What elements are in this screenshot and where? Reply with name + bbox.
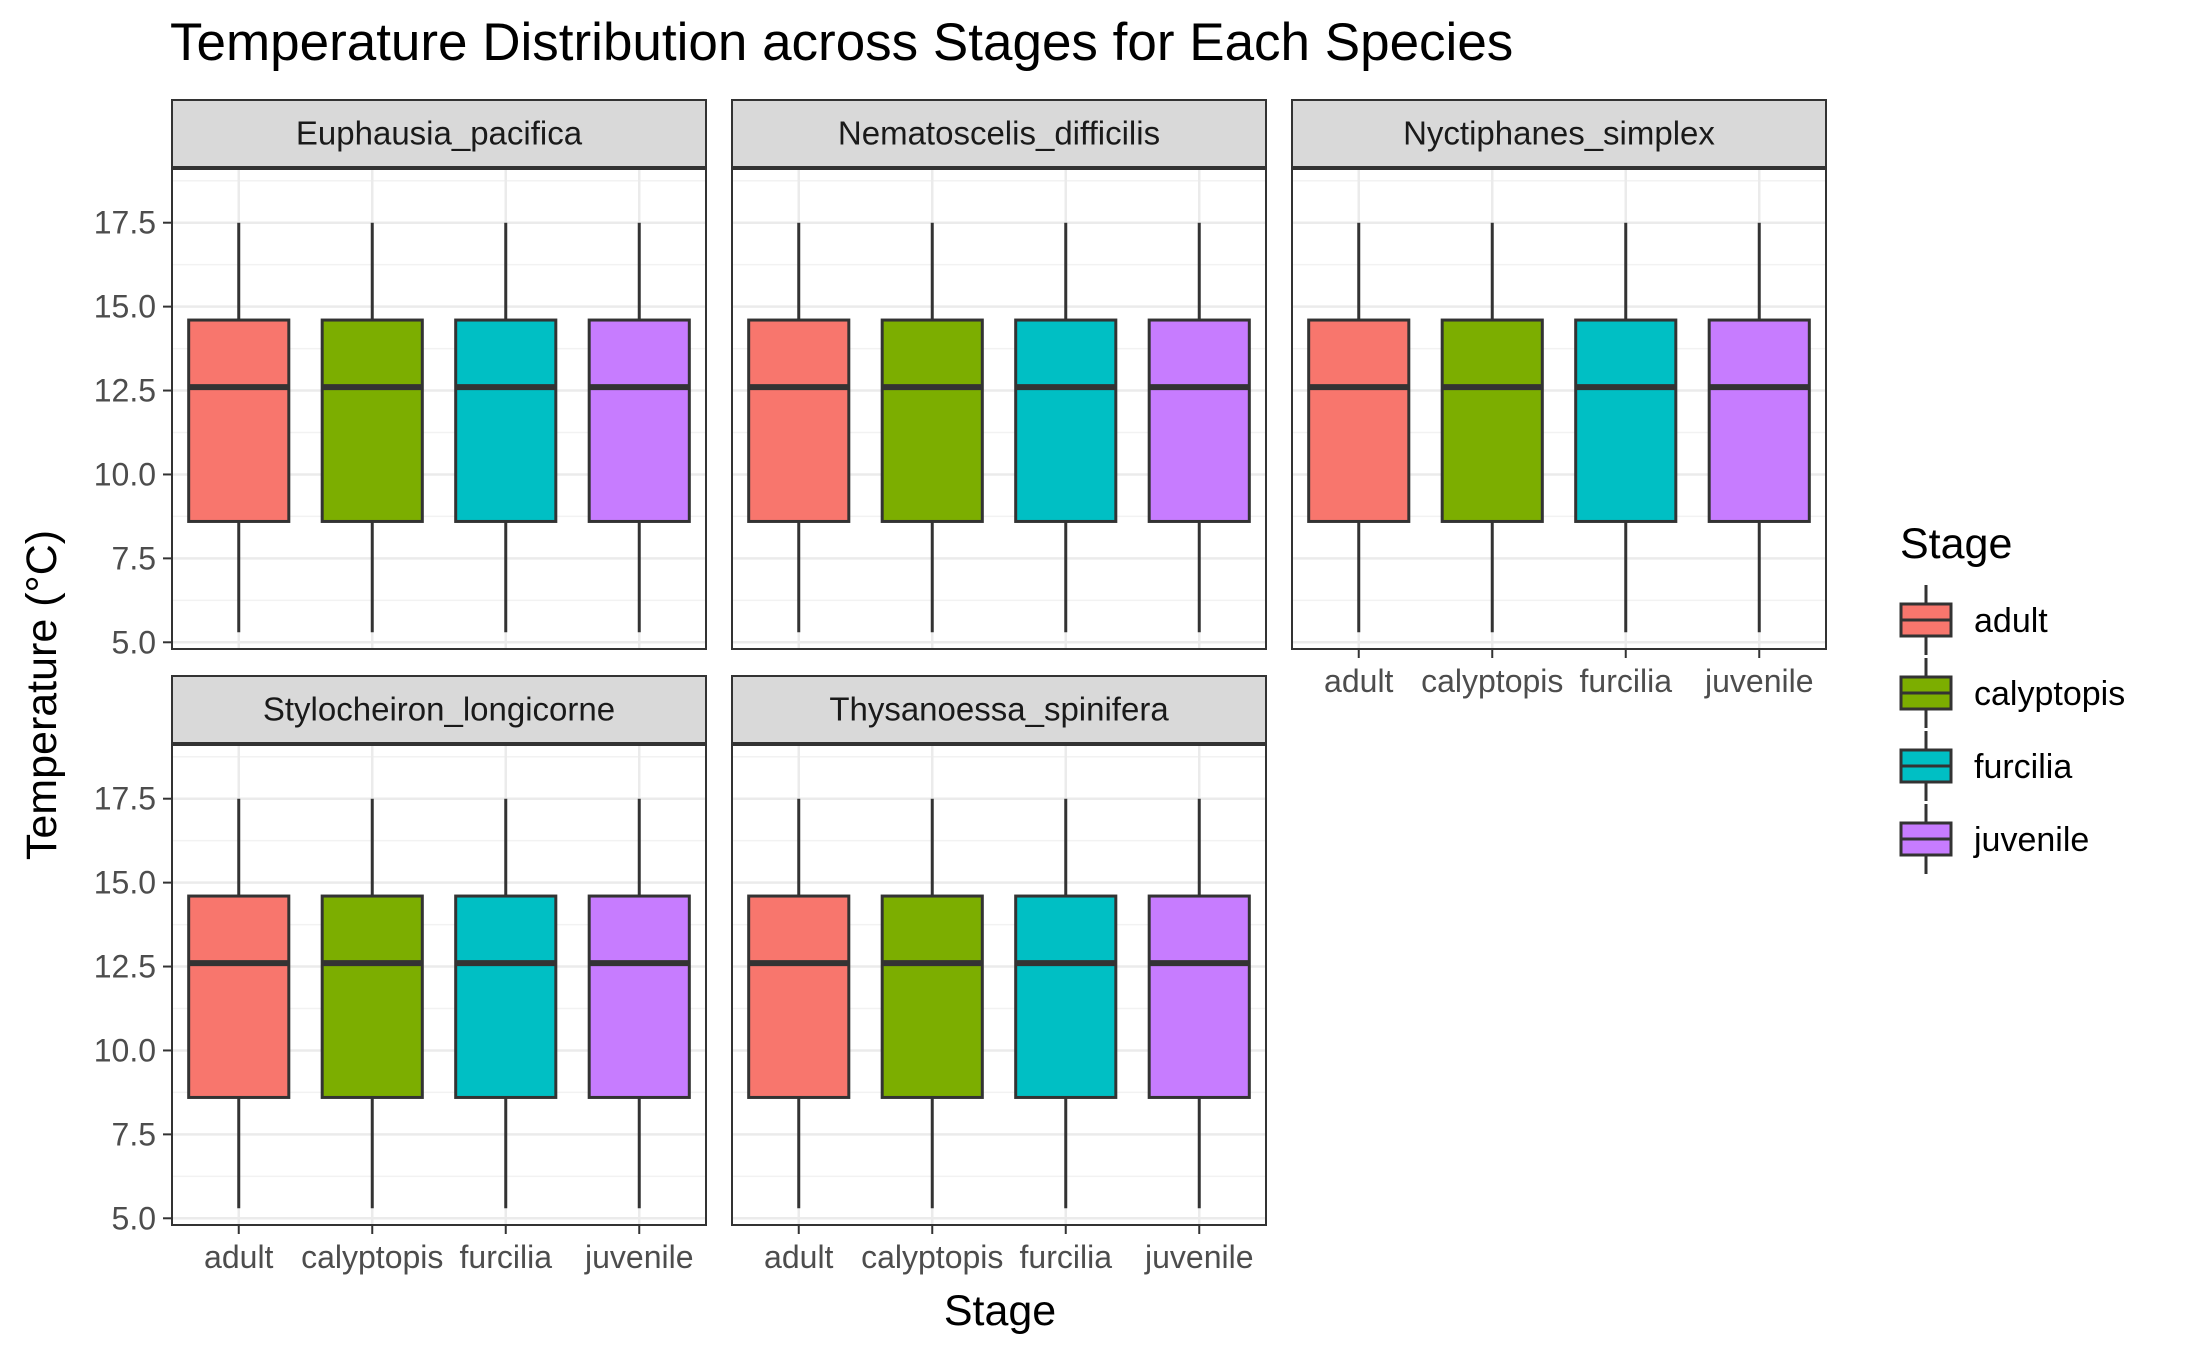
y-tick-label: 7.5 (112, 1116, 156, 1152)
x-tick-label: adult (1324, 663, 1394, 699)
legend-title: Stage (1900, 520, 2012, 568)
box-body (587, 318, 691, 523)
box-calyptopis (320, 798, 424, 1209)
box-body (1707, 318, 1811, 523)
y-tick-label: 10.0 (94, 1032, 156, 1068)
box-body (880, 318, 984, 523)
box-body (454, 894, 558, 1099)
legend-item-adult: adult (1899, 585, 2048, 655)
x-tick-label: calyptopis (861, 1239, 1003, 1275)
x-tick-label: calyptopis (1421, 663, 1563, 699)
box-juvenile (587, 798, 691, 1209)
x-tick-label: furcilia (1580, 663, 1673, 699)
box-adult (187, 798, 291, 1209)
x-tick-label: juvenile (1144, 1239, 1254, 1275)
box-body (1147, 894, 1251, 1099)
facet-panel-euphausia-pacifica: Euphausia_pacifica 5.0 7.5 10.0 12.5 15.0 17.5 (94, 99, 707, 660)
legend-item-furcilia: furcilia (1899, 731, 2072, 801)
facet-strip-label: Stylocheiron_longicorne (263, 691, 615, 728)
chart-title: Temperature Distribution across Stages f… (170, 13, 1513, 72)
box-calyptopis (320, 222, 424, 633)
x-tick-label: calyptopis (301, 1239, 443, 1275)
box-body (587, 894, 691, 1099)
panel-border (1291, 168, 1827, 650)
legend-label: juvenile (1973, 821, 2089, 859)
facet-strip-label: Nematoscelis_difficilis (838, 115, 1160, 152)
facet-panel-nematoscelis-difficilis: Nematoscelis_difficilis (731, 99, 1267, 650)
facet-strip (171, 675, 707, 744)
box-body (880, 894, 984, 1099)
facet-strip-label: Nyctiphanes_simplex (1403, 115, 1715, 152)
box-body (1014, 894, 1118, 1099)
box-calyptopis (880, 798, 984, 1209)
box-body (187, 318, 291, 523)
y-tick-label: 15.0 (94, 865, 156, 901)
box-body (747, 318, 851, 523)
box-body (1147, 318, 1251, 523)
panel-border (171, 168, 707, 650)
legend-item-calyptopis: calyptopis (1899, 658, 2125, 728)
box-adult (1307, 222, 1411, 633)
y-tick-label: 12.5 (94, 949, 156, 985)
legend-label: adult (1974, 602, 2048, 640)
x-tick-label: adult (204, 1239, 274, 1275)
y-tick-label: 10.0 (94, 456, 156, 492)
y-tick-label: 17.5 (94, 205, 156, 241)
box-furcilia (1014, 222, 1118, 633)
panel-border (171, 744, 707, 1226)
box-body (747, 894, 851, 1099)
box-juvenile (1147, 222, 1251, 633)
x-tick-label: furcilia (460, 1239, 553, 1275)
legend-label: calyptopis (1974, 675, 2125, 713)
legend-label: furcilia (1974, 748, 2072, 786)
box-adult (747, 798, 851, 1209)
box-furcilia (454, 222, 558, 633)
facet-strip-label: Thysanoessa_spinifera (829, 691, 1169, 728)
box-juvenile (1147, 798, 1251, 1209)
x-tick-label: furcilia (1020, 1239, 1113, 1275)
x-tick-label: juvenile (584, 1239, 694, 1275)
box-body (1014, 318, 1118, 523)
facet-strip-label: Euphausia_pacifica (296, 115, 583, 152)
box-body (1440, 318, 1544, 523)
y-tick-label: 17.5 (94, 781, 156, 817)
box-adult (747, 222, 851, 633)
x-tick-label: juvenile (1704, 663, 1814, 699)
facet-strip (731, 99, 1267, 168)
y-tick-label: 7.5 (112, 540, 156, 576)
x-axis-title: Stage (944, 1287, 1056, 1335)
box-juvenile (587, 222, 691, 633)
box-calyptopis (1440, 222, 1544, 633)
facet-strip (171, 99, 707, 168)
y-tick-label: 5.0 (112, 1200, 156, 1236)
facet-panels: Euphausia_pacifica 5.0 7.5 10.0 12.5 15.0 17.5… (94, 99, 1827, 1275)
box-adult (187, 222, 291, 633)
y-tick-label: 5.0 (112, 624, 156, 660)
y-tick-label: 15.0 (94, 289, 156, 325)
y-tick-label: 12.5 (94, 373, 156, 409)
box-furcilia (1014, 798, 1118, 1209)
legend: Stage adult calyptopis furcilia juvenile (1899, 520, 2125, 874)
box-body (187, 894, 291, 1099)
box-furcilia (1574, 222, 1678, 633)
box-body (1307, 318, 1411, 523)
box-body (320, 318, 424, 523)
box-body (1574, 318, 1678, 523)
box-juvenile (1707, 222, 1811, 633)
y-axis-title: Temperature (°C) (18, 530, 66, 860)
panel-border (731, 744, 1267, 1226)
x-tick-label: adult (764, 1239, 834, 1275)
facet-strip (731, 675, 1267, 744)
box-body (454, 318, 558, 523)
facet-strip (1291, 99, 1827, 168)
box-calyptopis (880, 222, 984, 633)
facet-panel-stylocheiron-longicorne: Stylocheiron_longicorne 5.0 7.5 10.0 12.5 15.… (94, 675, 707, 1275)
box-body (320, 894, 424, 1099)
legend-item-juvenile: juvenile (1899, 804, 2089, 874)
panel-border (731, 168, 1267, 650)
box-furcilia (454, 798, 558, 1209)
